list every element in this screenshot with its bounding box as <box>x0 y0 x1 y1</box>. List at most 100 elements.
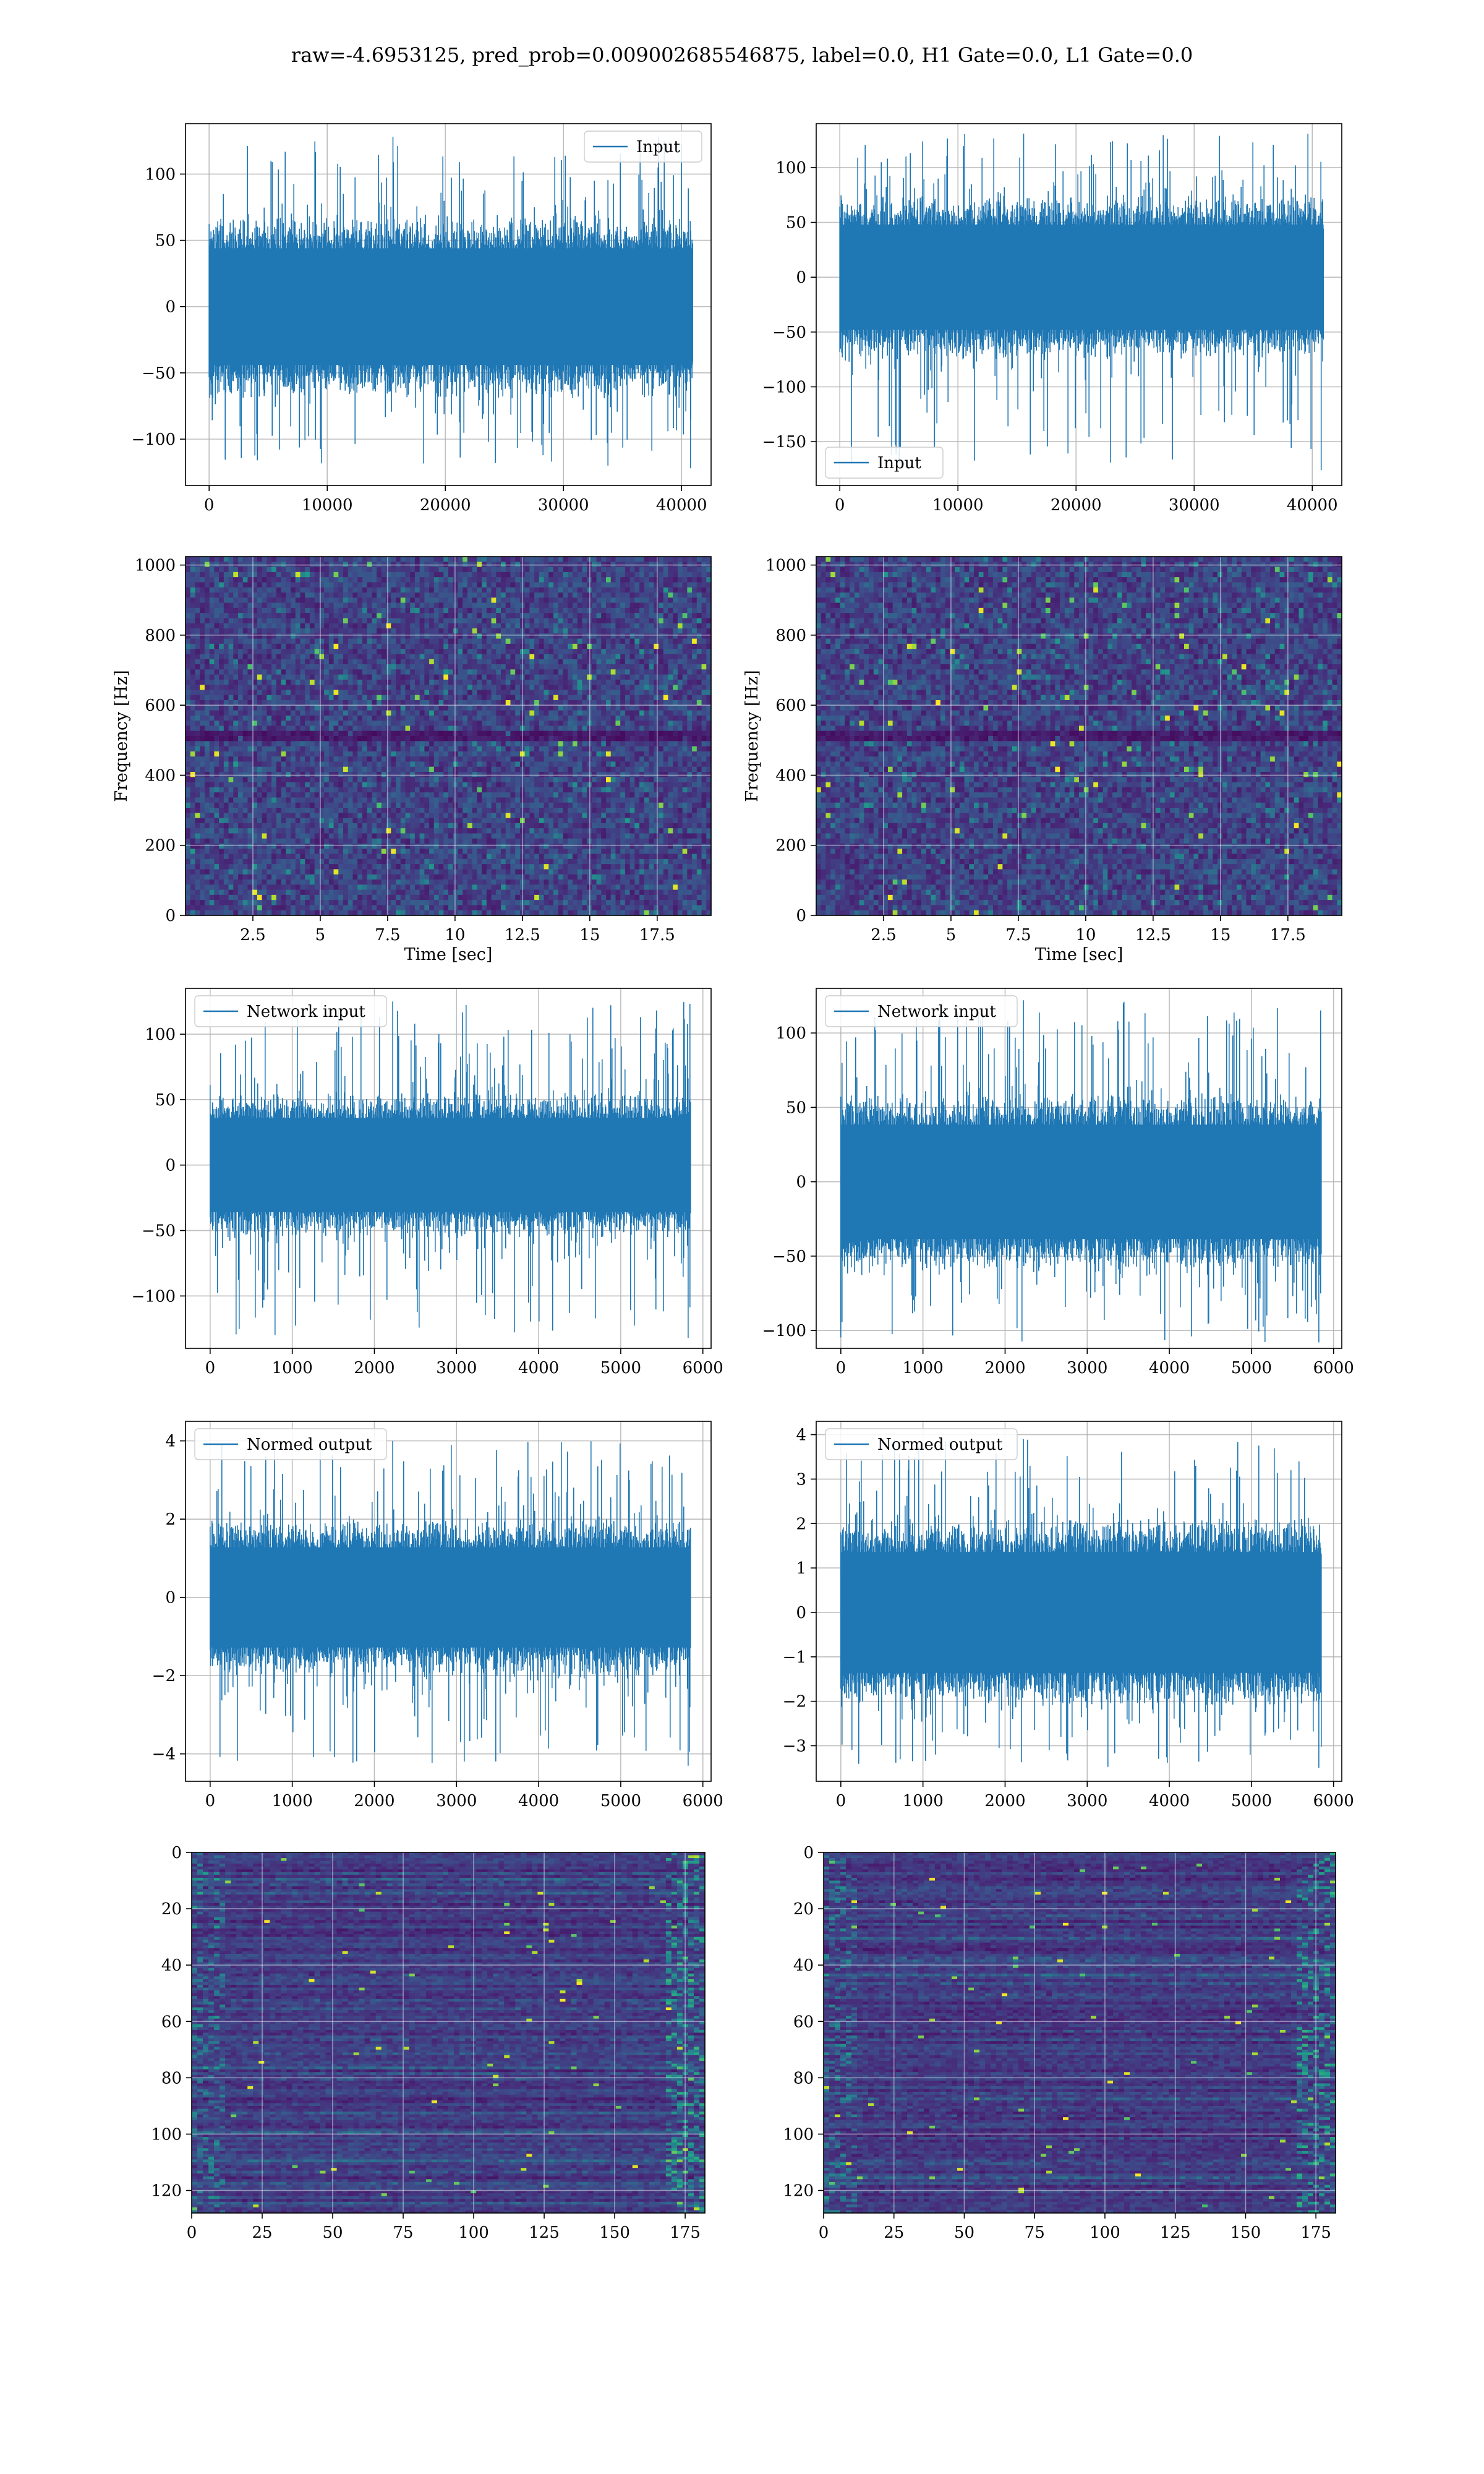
heatmap-cell <box>434 649 439 654</box>
heatmap-cell <box>467 695 472 701</box>
heatmap-cell <box>310 597 315 603</box>
heatmap-cell <box>683 577 688 583</box>
x-tick-label: 20000 <box>420 496 471 515</box>
heatmap-cell <box>343 675 348 680</box>
heatmap-cell <box>578 597 582 603</box>
heatmap-cell <box>630 593 635 598</box>
heatmap-cell <box>305 685 310 690</box>
heatmap-cell <box>415 582 420 588</box>
heatmap-cell <box>396 572 401 578</box>
heatmap-cell <box>281 633 286 639</box>
heatmap-cell <box>271 567 276 573</box>
heatmap-cell <box>281 608 286 614</box>
heatmap-cell <box>458 618 463 623</box>
heatmap-cell <box>506 623 511 629</box>
heatmap-cell <box>410 597 415 603</box>
heatmap-cell <box>510 633 515 639</box>
heatmap-cell <box>300 644 305 649</box>
heatmap-cell <box>243 633 248 639</box>
x-tick-label: 10000 <box>302 496 353 515</box>
heatmap-cell <box>487 557 492 562</box>
heatmap-cell <box>558 582 563 588</box>
heatmap-cell <box>362 567 367 573</box>
heatmap-cell <box>644 664 649 670</box>
heatmap-cell <box>367 685 372 690</box>
heatmap-cell <box>324 582 329 588</box>
heatmap-cell <box>592 597 597 603</box>
heatmap-cell <box>238 557 243 562</box>
heatmap-cell <box>553 639 558 644</box>
heatmap-cell <box>296 608 301 614</box>
heatmap-cell <box>415 654 420 659</box>
heatmap-cell <box>386 572 391 578</box>
heatmap-cell <box>296 582 301 588</box>
heatmap-cell <box>634 633 639 639</box>
heatmap-cell <box>539 613 544 618</box>
heatmap-cell <box>443 572 448 578</box>
heatmap-cell <box>702 664 707 670</box>
heatmap-cell <box>611 695 616 701</box>
heatmap-cell <box>281 669 286 675</box>
heatmap-cell <box>401 582 406 588</box>
heatmap-cell <box>448 675 453 680</box>
heatmap-cell <box>377 603 382 609</box>
heatmap-cell <box>200 644 205 649</box>
heatmap-cell <box>429 675 434 680</box>
heatmap-cell <box>673 664 678 670</box>
heatmap-cell <box>496 695 501 701</box>
heatmap-cell <box>224 680 229 685</box>
heatmap-cell <box>458 597 463 603</box>
heatmap-cell <box>410 649 415 654</box>
heatmap-cell <box>257 613 262 618</box>
heatmap-cell <box>324 618 329 623</box>
heatmap-cell <box>482 695 487 701</box>
heatmap-cell <box>606 664 611 670</box>
heatmap-cell <box>210 654 215 659</box>
heatmap-cell <box>501 597 506 603</box>
heatmap-cell <box>315 639 320 644</box>
heatmap-cell <box>396 588 401 593</box>
heatmap-cell <box>434 557 439 562</box>
heatmap-cell <box>548 633 553 639</box>
heatmap-cell <box>205 695 210 701</box>
heatmap-cell <box>702 628 707 634</box>
heatmap-cell <box>482 628 487 634</box>
heatmap-cell <box>190 680 195 685</box>
heatmap-cell <box>405 654 410 659</box>
heatmap-cell <box>659 654 663 659</box>
heatmap-cell <box>496 623 501 629</box>
heatmap-cell <box>615 669 620 675</box>
heatmap-cell <box>692 628 697 634</box>
heatmap-cell <box>659 588 663 593</box>
heatmap-cell <box>296 680 301 685</box>
heatmap-cell <box>281 654 286 659</box>
heatmap-cell <box>639 664 644 670</box>
heatmap-cell <box>190 618 195 623</box>
heatmap-cell <box>683 633 688 639</box>
heatmap-cell <box>501 690 506 695</box>
y-tick-label: 50 <box>786 214 806 233</box>
heatmap-cell <box>678 639 683 644</box>
heatmap-cell <box>525 567 530 573</box>
heatmap-cell <box>352 680 357 685</box>
heatmap-cell <box>663 623 668 629</box>
heatmap-cell <box>487 593 492 598</box>
heatmap-cell <box>443 567 448 573</box>
heatmap-cell <box>506 618 511 623</box>
heatmap-cell <box>582 659 587 665</box>
heatmap-cell <box>578 562 582 567</box>
heatmap-cell <box>367 680 372 685</box>
heatmap-cell <box>291 654 296 659</box>
heatmap-cell <box>357 562 362 567</box>
heatmap-cell <box>482 680 487 685</box>
heatmap-cell <box>329 690 334 695</box>
heatmap-cell <box>687 618 692 623</box>
heatmap-cell <box>286 685 291 690</box>
heatmap-cell <box>186 588 190 593</box>
heatmap-cell <box>276 618 281 623</box>
heatmap-cell <box>529 593 534 598</box>
heatmap-cell <box>568 582 573 588</box>
heatmap-cell <box>300 588 305 593</box>
heatmap-cell <box>492 664 497 670</box>
